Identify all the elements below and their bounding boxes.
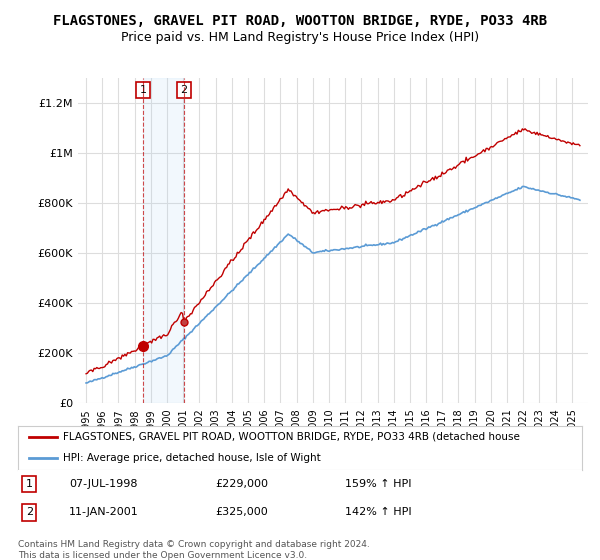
Text: 1: 1 bbox=[140, 85, 146, 95]
Text: 159% ↑ HPI: 159% ↑ HPI bbox=[345, 479, 412, 489]
Text: 11-JAN-2001: 11-JAN-2001 bbox=[69, 507, 139, 517]
Text: Price paid vs. HM Land Registry's House Price Index (HPI): Price paid vs. HM Land Registry's House … bbox=[121, 31, 479, 44]
Text: 2: 2 bbox=[180, 85, 187, 95]
Text: 1: 1 bbox=[26, 479, 33, 489]
Bar bbox=[143, 78, 184, 403]
Text: Contains HM Land Registry data © Crown copyright and database right 2024.
This d: Contains HM Land Registry data © Crown c… bbox=[18, 540, 370, 560]
Text: £229,000: £229,000 bbox=[215, 479, 268, 489]
Text: 2: 2 bbox=[26, 507, 33, 517]
Text: 07-JUL-1998: 07-JUL-1998 bbox=[69, 479, 137, 489]
Text: £325,000: £325,000 bbox=[215, 507, 268, 517]
Text: FLAGSTONES, GRAVEL PIT ROAD, WOOTTON BRIDGE, RYDE, PO33 4RB: FLAGSTONES, GRAVEL PIT ROAD, WOOTTON BRI… bbox=[53, 14, 547, 28]
Text: 142% ↑ HPI: 142% ↑ HPI bbox=[345, 507, 412, 517]
Text: HPI: Average price, detached house, Isle of Wight: HPI: Average price, detached house, Isle… bbox=[63, 453, 321, 463]
Text: FLAGSTONES, GRAVEL PIT ROAD, WOOTTON BRIDGE, RYDE, PO33 4RB (detached house: FLAGSTONES, GRAVEL PIT ROAD, WOOTTON BRI… bbox=[63, 432, 520, 442]
